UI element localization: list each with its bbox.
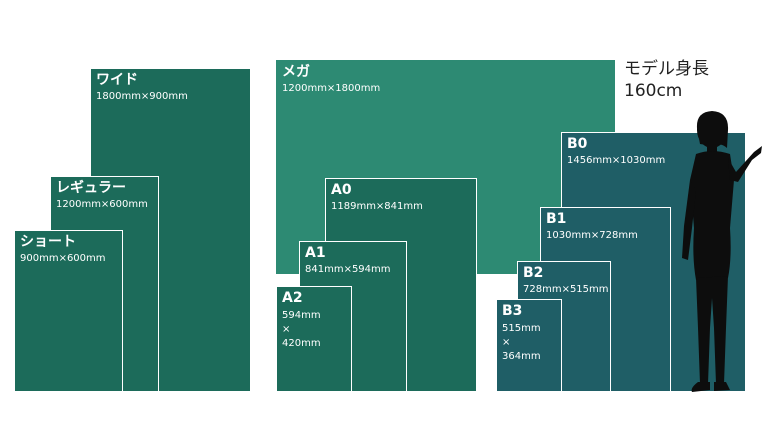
panel-title: ワイド: [96, 72, 138, 88]
model-height-label: モデル身長 160cm: [624, 58, 709, 102]
panel-title: ショート: [20, 234, 76, 250]
panel-dimensions: 900mm×600mm: [20, 253, 106, 264]
panel-title: B0: [567, 136, 588, 152]
panel-dimensions: 1456mm×1030mm: [567, 155, 666, 166]
panel-dimensions: 1030mm×728mm: [546, 230, 638, 241]
panel-a2: A2 594mm × 420mm: [276, 286, 352, 392]
panel-dimensions: 1800mm×900mm: [96, 91, 188, 102]
model-label-text: モデル身長: [624, 59, 709, 79]
panel-b3: B3 515mm × 364mm: [496, 299, 562, 392]
panel-dimensions: 594mm × 420mm: [282, 310, 321, 349]
panel-dimensions: 728mm×515mm: [523, 284, 609, 295]
panel-title: B1: [546, 211, 567, 227]
panel-dimensions: 1200mm×1800mm: [282, 83, 381, 94]
panel-title: A2: [282, 290, 303, 306]
panel-title: A1: [305, 245, 326, 261]
panel-dimensions: 1200mm×600mm: [56, 199, 148, 210]
panel-dimensions: 841mm×594mm: [305, 264, 391, 275]
panel-dimensions: 515mm × 364mm: [502, 323, 541, 362]
panel-dimensions: 1189mm×841mm: [331, 201, 423, 212]
panel-title: A0: [331, 182, 352, 198]
panel-title: レギュラー: [56, 180, 126, 196]
person-silhouette-icon: [682, 111, 762, 392]
panel-title: B2: [523, 265, 544, 281]
panel-short: ショート 900mm×600mm: [14, 230, 123, 392]
model-height-value: 160cm: [624, 81, 683, 101]
panel-title: B3: [502, 303, 523, 319]
panel-title: メガ: [282, 64, 310, 80]
